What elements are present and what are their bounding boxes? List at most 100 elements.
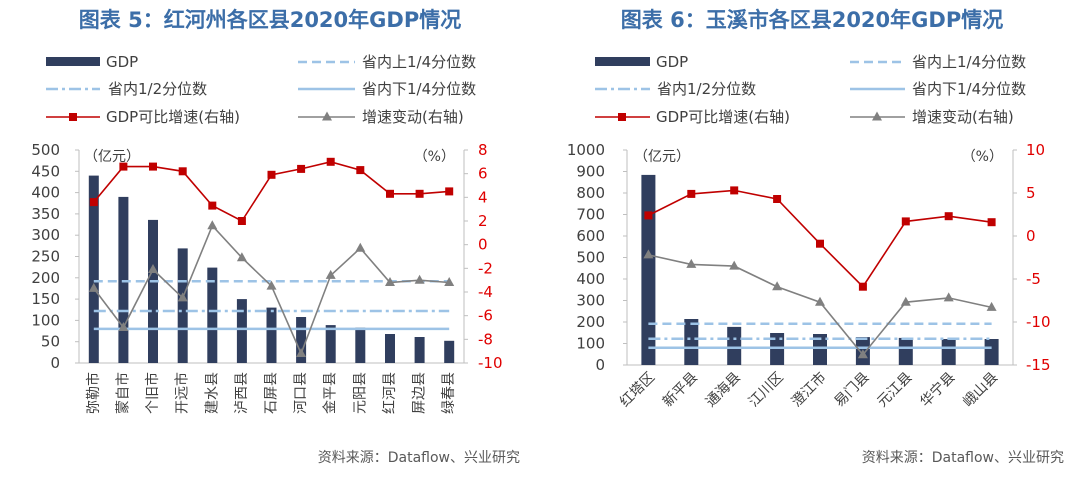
gdp-bar — [813, 334, 827, 365]
growth-change-point — [207, 220, 218, 230]
legend-swatch-bar — [595, 57, 650, 66]
left-axis-unit: （亿元） — [634, 149, 690, 165]
category-label: 河口县 — [293, 372, 309, 414]
legend-item-upper-quartile: 省内上1/4分位数 — [850, 53, 1026, 71]
right-axis-unit: （%） — [962, 149, 1003, 165]
right-tick-label: 4 — [478, 188, 488, 206]
growth-change-point — [414, 274, 425, 284]
category-label: 蒙自市 — [114, 372, 131, 414]
right-tick-label: -4 — [478, 283, 493, 301]
legend-square-marker — [69, 113, 77, 121]
right-tick-label: 10 — [1026, 141, 1045, 159]
chart-panel-yuxi: 图表 6：玉溪市各区县2020年GDP情况 GDP 省内上1/4分位数 省内1/… — [540, 0, 1080, 483]
legend: GDP 省内上1/4分位数 省内1/2分位数 省内下1/4分位数 — [595, 53, 1026, 126]
category-label: 澄江市 — [788, 369, 830, 411]
gdp-bar — [444, 340, 455, 363]
growth-change-point — [815, 296, 825, 306]
right-tick-label: -8 — [478, 330, 493, 348]
growth-rate-point — [119, 162, 128, 171]
growth-rate-point — [987, 218, 996, 227]
chart-yuxi-gdp: 图表 6：玉溪市各区县2020年GDP情况 GDP 省内上1/4分位数 省内1/… — [567, 8, 1064, 466]
growth-rate-point — [89, 198, 98, 207]
growth-rate-point — [326, 157, 335, 166]
growth-change-point — [772, 281, 783, 291]
legend-triangle-marker — [322, 111, 332, 121]
category-label: 个旧市 — [144, 372, 161, 414]
legend-label: 省内下1/4分位数 — [362, 80, 476, 98]
left-tick-label: 100 — [576, 335, 605, 353]
category-label: 建水县 — [204, 372, 220, 414]
growth-change-point — [686, 258, 697, 268]
growth-rate-point — [901, 217, 910, 226]
right-tick-label: 0 — [478, 236, 488, 254]
category-label: 华宁县 — [917, 369, 959, 411]
growth-rate-point — [297, 164, 306, 173]
legend-label: GDP — [656, 53, 688, 71]
category-label: 易门县 — [832, 369, 873, 410]
right-tick-label: 8 — [478, 141, 488, 159]
legend-label: 省内1/2分位数 — [108, 80, 207, 98]
growth-rate-point — [644, 211, 653, 220]
legend-item-upper-quartile: 省内上1/4分位数 — [298, 53, 476, 71]
growth-change-point — [900, 296, 911, 306]
legend-item-growth: GDP可比增速(右轴) — [46, 108, 240, 126]
growth-rate-point — [773, 195, 782, 203]
category-label: 峨山县 — [960, 369, 1001, 410]
growth-rate-point — [687, 189, 696, 198]
category-label: 新平县 — [660, 369, 701, 410]
category-label: 元阳县 — [352, 372, 368, 414]
legend-label: 省内上1/4分位数 — [912, 53, 1026, 71]
legend-item-median: 省内1/2分位数 — [595, 80, 756, 98]
growth-rate-point — [267, 170, 276, 179]
chart-title: 图表 6：玉溪市各区县2020年GDP情况 — [621, 8, 1003, 32]
category-label: 屏边县 — [412, 372, 428, 414]
legend-item-growth-change: 增速变动(右轴) — [850, 108, 1014, 126]
growth-rate-line — [648, 189, 992, 288]
legend-item-growth: GDP可比增速(右轴) — [595, 108, 790, 126]
legend-label: GDP — [106, 53, 138, 71]
legend-label: 省内1/2分位数 — [657, 80, 756, 98]
growth-rate-point — [237, 217, 246, 225]
left-tick-label: 800 — [576, 184, 605, 202]
gdp-bar — [385, 334, 395, 363]
chart-panel-honghe: 图表 5：红河州各区县2020年GDP情况 GDP 省内上1/4分位数 省内1/… — [31, 8, 520, 466]
growth-change-point — [943, 292, 954, 302]
growth-change-point — [88, 282, 99, 292]
right-tick-label: -15 — [1026, 356, 1051, 374]
gdp-bar — [177, 248, 188, 363]
legend-item-gdp: GDP — [46, 53, 138, 71]
right-tick-label: -2 — [478, 259, 493, 277]
legend-triangle-marker — [872, 111, 882, 121]
growth-rate-point — [178, 167, 187, 176]
category-label: 开远市 — [174, 372, 191, 414]
legend-item-lower-quartile: 省内下1/4分位数 — [850, 80, 1026, 98]
left-tick-label: 450 — [31, 162, 60, 180]
growth-change-point — [444, 277, 455, 286]
legend-label: 增速变动(右轴) — [912, 108, 1014, 126]
growth-rate-point — [149, 162, 157, 171]
growth-rate-point — [386, 189, 394, 198]
left-tick-label: 400 — [576, 270, 605, 288]
growth-rate-point — [356, 166, 365, 175]
chart-honghe-gdp: 图表 5：红河州各区县2020年GDP情况 GDP 省内上1/4分位数 省内1/… — [31, 8, 520, 466]
right-tick-label: -10 — [1026, 313, 1051, 331]
left-tick-label: 300 — [576, 292, 605, 310]
category-label: 石屏县 — [264, 372, 280, 414]
category-label: 红塔区 — [617, 369, 658, 410]
left-tick-label: 500 — [576, 249, 605, 267]
category-label: 金平县 — [323, 372, 339, 414]
left-tick-label: 250 — [31, 248, 60, 266]
legend-item-gdp: GDP — [595, 53, 688, 71]
gdp-bar — [236, 299, 247, 363]
gdp-bar — [207, 267, 218, 363]
right-axis-unit: （%） — [414, 149, 455, 165]
growth-change-point — [857, 349, 868, 359]
right-tick-label: 0 — [1026, 227, 1036, 245]
growth-rate-point — [944, 212, 953, 221]
growth-change-point — [325, 269, 336, 279]
right-tick-label: -6 — [478, 307, 493, 325]
growth-change-point — [177, 292, 188, 302]
growth-change-point — [986, 301, 997, 311]
left-tick-label: 150 — [31, 290, 60, 308]
left-tick-label: 0 — [50, 354, 60, 372]
